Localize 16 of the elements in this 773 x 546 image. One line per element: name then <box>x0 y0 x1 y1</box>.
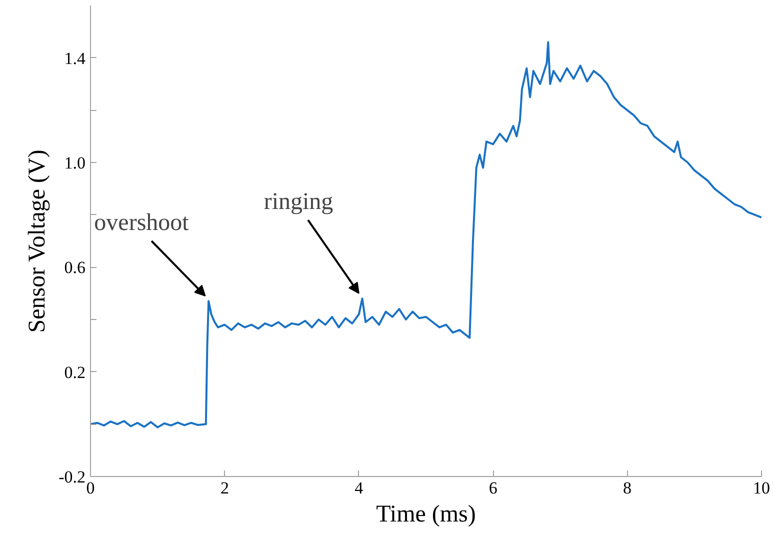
annotation: overshoot <box>94 210 190 236</box>
y-tick-label: 0.2 <box>64 362 86 382</box>
annotation: ringing <box>264 188 334 215</box>
x-axis-title: Time (ms) <box>376 502 476 528</box>
x-tick-label: 6 <box>488 478 498 498</box>
line-series <box>90 41 762 428</box>
x-tick-label: 10 <box>753 478 770 498</box>
x-tick-label: 4 <box>354 478 364 498</box>
y-tick-label: 0.6 <box>64 258 86 278</box>
y-axis-title: Sensor Voltage (V) <box>24 150 51 333</box>
x-tick-label: 2 <box>220 478 229 498</box>
y-tick-label: 1.4 <box>64 48 86 68</box>
y-tick-label: -0.2 <box>58 468 86 486</box>
text: 1.0 <box>64 154 86 172</box>
x-tick-label: 8 <box>623 478 632 498</box>
x-tick-label: 0 <box>86 478 95 498</box>
